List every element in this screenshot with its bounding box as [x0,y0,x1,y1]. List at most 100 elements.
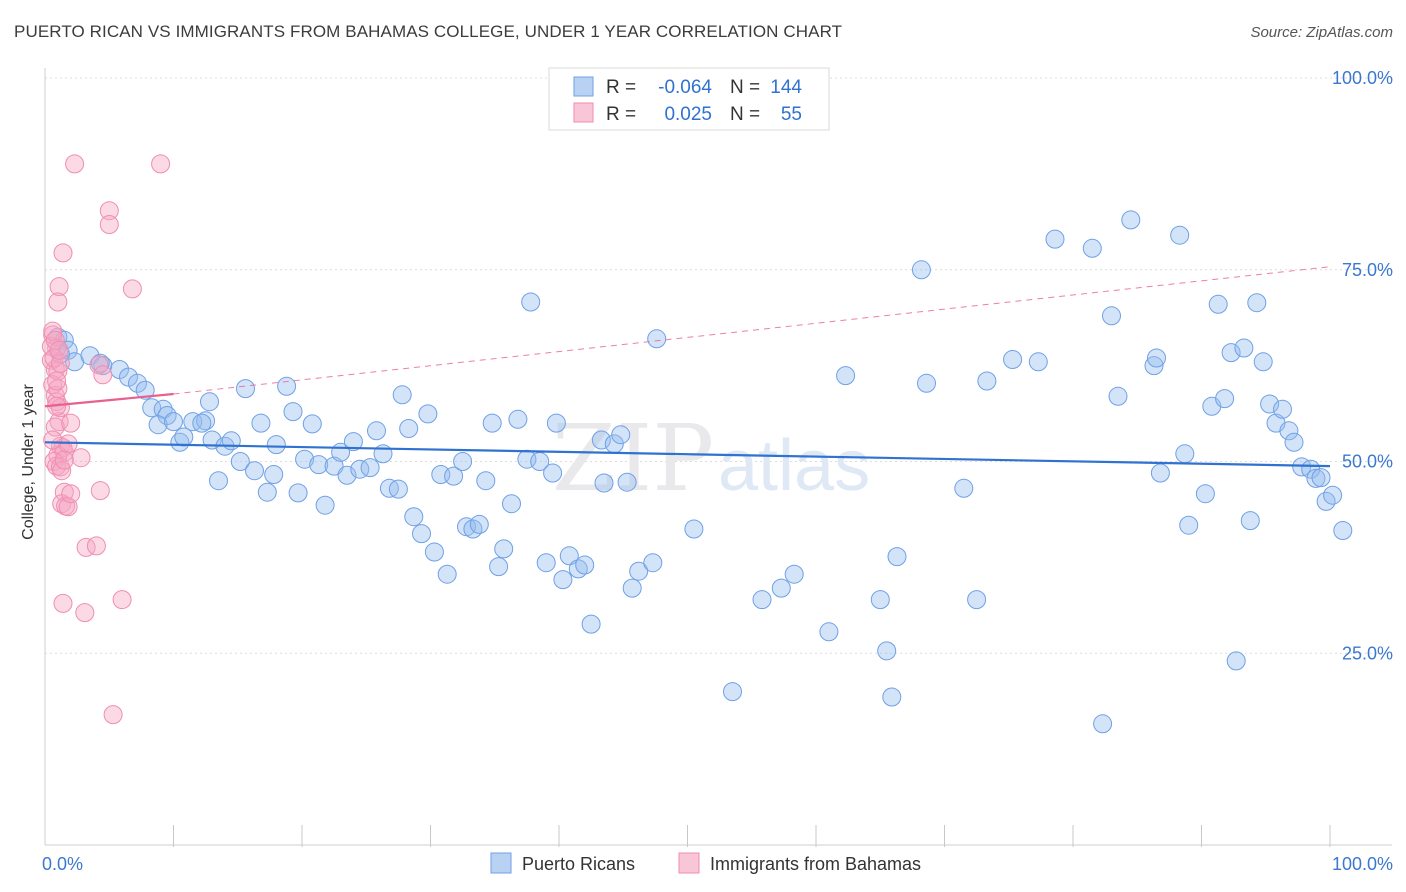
point-puerto-ricans [337,465,357,485]
point-puerto-ricans [482,413,502,433]
point-puerto-ricans [392,385,412,405]
point-puerto-ricans [887,547,907,567]
point-puerto-ricans [283,402,303,422]
legend-bottom-swatch-bahamas [678,852,700,874]
gridlines [45,77,1392,654]
point-puerto-ricans [575,555,595,575]
point-puerto-ricans [1226,651,1246,671]
point-puerto-ricans [295,449,315,469]
point-bahamas [90,481,110,501]
point-puerto-ricans [135,380,155,400]
point-puerto-ricans [917,373,936,393]
point-bahamas [48,292,68,312]
point-puerto-ricans [684,519,704,539]
point-puerto-ricans [174,427,194,447]
point-puerto-ricans [1284,432,1304,452]
point-puerto-ricans [200,392,219,412]
point-puerto-ricans [536,553,556,573]
watermark-zip: ZIP [552,405,714,512]
point-puerto-ricans [1208,294,1228,314]
point-puerto-ricans [1195,484,1215,504]
point-puerto-ricans [1003,350,1023,369]
y-tick-label: 25.0% [1342,643,1393,663]
point-puerto-ricans [360,458,380,478]
point-puerto-ricans [302,414,322,434]
point-puerto-ricans [476,471,496,491]
legend-n-label: N = [730,77,760,98]
point-puerto-ricans [1108,386,1128,406]
point-puerto-ricans [1311,468,1331,488]
point-puerto-ricans [1045,229,1065,249]
trend-lines [44,266,1331,468]
point-puerto-ricans [967,590,987,610]
point-puerto-ricans [1240,511,1260,531]
point-puerto-ricans [1175,444,1195,464]
point-puerto-ricans [309,455,329,475]
point-puerto-ricans [1215,389,1235,409]
axes [44,68,1392,847]
point-puerto-ricans [266,435,286,455]
point-puerto-ricans [594,473,614,493]
point-bahamas [99,201,119,221]
legend-r-label: R = [606,77,636,98]
point-puerto-ricans [424,542,444,562]
point-puerto-ricans [148,415,168,435]
point-puerto-ricans [1333,521,1353,540]
point-puerto-ricans [1144,356,1164,376]
point-puerto-ricans [1150,463,1170,483]
trend-line-puerto-ricans [44,441,1331,468]
legend-n-value: 144 [770,77,802,98]
point-puerto-ricans [1247,293,1267,313]
point-puerto-ricans [277,376,297,396]
point-puerto-ricans [502,494,521,514]
y-axis-title: College, Under 1 year [20,384,37,540]
point-puerto-ricans [1121,210,1141,230]
point-bahamas [54,450,74,470]
point-puerto-ricans [1082,238,1102,258]
point-bahamas [49,277,69,297]
legend-swatch-puerto-ricans [573,76,594,97]
point-puerto-ricans [622,578,642,598]
point-puerto-ricans [437,564,457,584]
point-bahamas [53,243,73,263]
point-bahamas [89,355,109,375]
point-puerto-ricans [251,413,271,433]
point-puerto-ricans [494,539,514,559]
point-bahamas [43,430,63,450]
tick-labels: 25.0% 50.0% 75.0% 100.0% 0.0% 100.0% [42,68,1393,874]
point-puerto-ricans [1093,714,1113,734]
point-bahamas [93,365,113,385]
point-puerto-ricans [954,478,974,498]
point-puerto-ricans [367,421,386,441]
point-puerto-ricans [418,404,438,424]
point-bahamas [54,482,74,502]
point-puerto-ricans [388,479,408,499]
point-puerto-ricans [771,578,791,598]
point-bahamas [47,371,67,391]
point-puerto-ricans [877,641,897,661]
point-puerto-ricans [882,687,902,707]
point-puerto-ricans [1221,343,1241,363]
point-puerto-ricans [1102,306,1121,326]
point-puerto-ricans [288,483,308,503]
legend-bottom: Puerto Ricans Immigrants from Bahamas [490,852,921,874]
point-puerto-ricans [836,366,856,386]
point-bahamas [71,448,91,468]
y-tick-label: 100.0% [1332,68,1393,88]
point-puerto-ricans [1260,394,1280,414]
point-puerto-ricans [1279,421,1299,441]
point-bahamas [86,536,106,556]
legend-bottom-swatch-puerto-ricans [490,852,512,874]
point-puerto-ricans [591,430,611,450]
point-puerto-ricans [508,409,528,429]
point-bahamas [151,154,171,174]
point-puerto-ricans [264,465,284,484]
point-puerto-ricans [1170,225,1190,245]
point-bahamas [76,537,96,557]
point-puerto-ricans [1179,515,1199,535]
legend-r-value: -0.064 [658,77,712,98]
point-puerto-ricans [350,459,370,479]
point-puerto-ricans [245,461,264,481]
point-puerto-ricans [209,471,228,491]
point-puerto-ricans [553,570,573,590]
